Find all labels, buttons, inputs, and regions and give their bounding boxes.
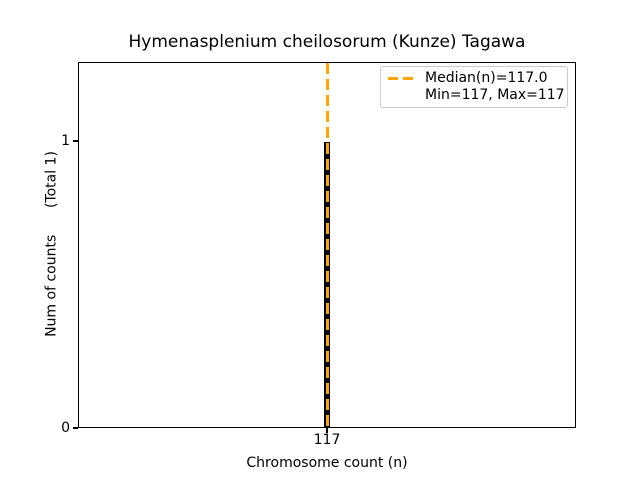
y-tick-label-1: 1 [61,133,70,149]
y-tick-mark-0 [73,427,78,429]
legend-label-minmax: Min=117, Max=117 [425,87,565,104]
median-dashed-line [325,63,329,428]
median-line-swatch-icon [388,76,413,80]
legend: Median(n)=117.0 Min=117, Max=117 [380,66,568,108]
x-axis-label: Chromosome count (n) [246,455,408,471]
legend-row-minmax: Min=117, Max=117 [388,87,565,104]
legend-row-median: Median(n)=117.0 [388,70,560,87]
legend-label-median: Median(n)=117.0 [425,69,548,86]
legend-swatch-spacer [388,94,413,97]
x-tick-label-117: 117 [313,432,341,448]
y-tick-mark-1 [73,140,78,142]
y-axis-label: Num of counts (Total 1) [43,151,60,337]
x-tick-mark-117 [326,428,328,433]
chart-title: Hymenasplenium cheilosorum (Kunze) Tagaw… [128,32,526,52]
y-tick-label-0: 0 [61,420,70,436]
